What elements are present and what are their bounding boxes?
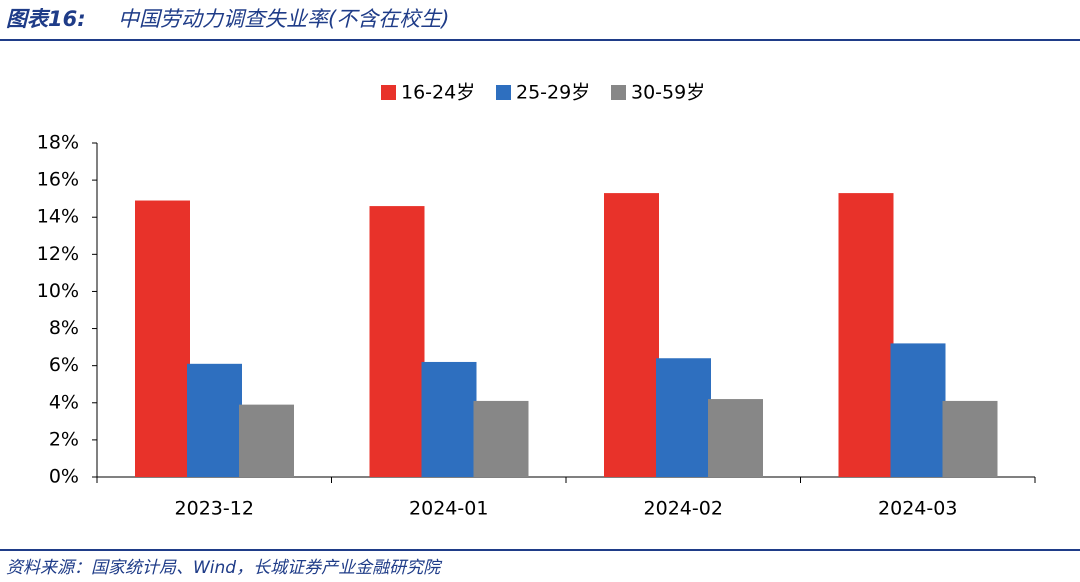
legend-swatch [381,85,396,100]
y-tick-label: 2% [49,428,79,450]
bar [187,363,242,477]
bar [604,193,659,477]
source-note: 资料来源：国家统计局、Wind，长城证券产业金融研究院 [6,558,443,578]
bar [656,358,711,477]
bar [135,200,190,477]
y-tick-label: 4% [49,391,79,413]
x-tick-label: 2023-12 [175,498,254,520]
y-tick-label: 14% [37,206,79,228]
y-tick-label: 12% [37,243,79,265]
legend-label: 30-59岁 [631,82,705,104]
y-tick-label: 0% [49,466,79,488]
legend-swatch [611,85,626,100]
y-tick-label: 16% [37,169,79,191]
x-tick-label: 2024-02 [644,498,723,520]
bar [942,400,998,477]
y-tick-label: 8% [49,317,79,339]
bar [369,206,425,478]
bar [473,400,529,477]
x-tick-label: 2024-01 [409,498,488,520]
bar [708,399,763,477]
legend-label: 16-24岁 [401,82,475,104]
y-tick-label: 6% [49,354,79,376]
legend-swatch [496,85,511,100]
bar [421,361,477,477]
y-tick-label: 10% [37,280,79,302]
y-tick-label: 18% [37,132,79,154]
bar [890,343,946,477]
figure-label: 图表16: [6,7,86,31]
x-tick-label: 2024-03 [878,498,957,520]
chart-title: 中国劳动力调查失业率(不含在校生) [118,7,449,31]
bar [239,404,294,477]
legend-label: 25-29岁 [516,82,590,104]
bar [838,193,894,477]
